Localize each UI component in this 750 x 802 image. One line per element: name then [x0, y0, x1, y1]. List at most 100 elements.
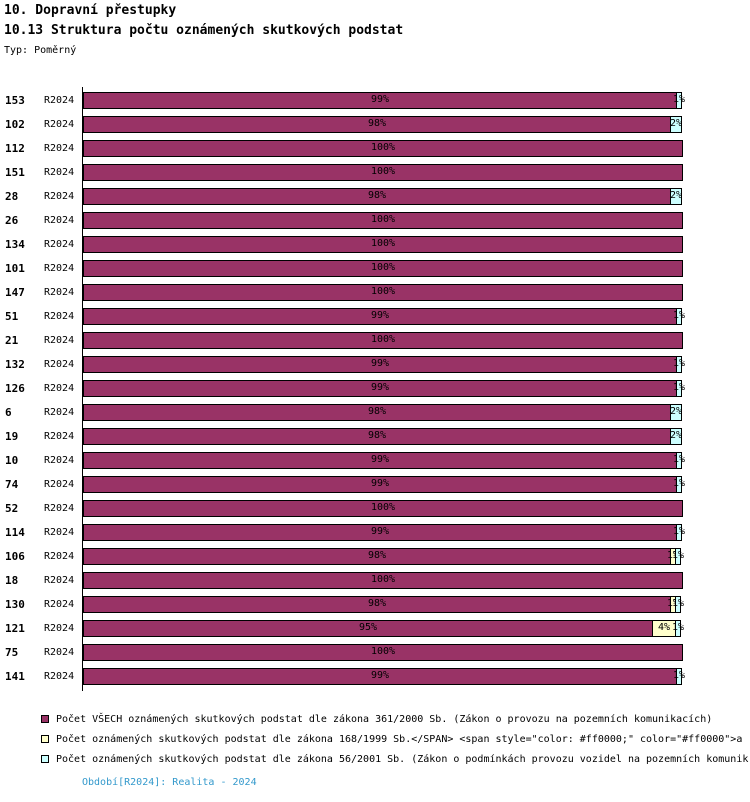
segment-value-label: 1%: [672, 382, 686, 393]
legend-label: Počet VŠECH oznámených skutkových podsta…: [56, 713, 713, 725]
bar-segment-zakon-361-2000: 98%: [83, 403, 671, 421]
segment-value-label: 98%: [367, 430, 387, 441]
chart-row: 101 R2024 100%: [0, 256, 750, 280]
row-period-label: R2024: [44, 214, 75, 226]
segment-value-label: 100%: [370, 574, 396, 585]
chart-row: 18 R2024 100%: [0, 568, 750, 592]
segment-value-label: 99%: [370, 94, 390, 105]
stacked-bar: 99% 1%: [83, 379, 686, 397]
chart-row: 10 R2024 99% 1%: [0, 448, 750, 472]
bar-segment-zakon-56-2001: 1%: [673, 667, 685, 685]
bar-segment-zakon-56-2001: 1%: [671, 595, 685, 613]
stacked-bar: 99% 1%: [83, 523, 686, 541]
chart-row: 153 R2024 99% 1%: [0, 88, 750, 112]
row-period-label: R2024: [44, 598, 75, 610]
chart-subtitle: 10.13 Struktura počtu oznámených skutkov…: [4, 23, 404, 38]
bar-segment-zakon-361-2000: 100%: [83, 643, 683, 661]
row-period-label: R2024: [44, 622, 75, 634]
row-period-label: R2024: [44, 142, 75, 154]
chart-row: 52 R2024 100%: [0, 496, 750, 520]
segment-value-label: 2%: [669, 406, 683, 417]
row-period-label: R2024: [44, 310, 75, 322]
bar-chart: 153 R2024 99% 1% 102 R2024 98% 2% 112 R2024 100% 15…: [0, 87, 750, 692]
segment-value-label: 100%: [370, 214, 396, 225]
bar-segment-zakon-361-2000: 98%: [83, 187, 671, 205]
bar-segment-zakon-361-2000: 100%: [83, 499, 683, 517]
bar-segment-zakon-361-2000: 99%: [83, 475, 677, 493]
segment-value-label: 98%: [367, 190, 387, 201]
row-period-label: R2024: [44, 478, 75, 490]
segment-value-label: 99%: [370, 670, 390, 681]
segment-value-label: 100%: [370, 142, 396, 153]
row-period-label: R2024: [44, 406, 75, 418]
legend-label: Počet oznámených skutkových podstat dle …: [56, 753, 749, 765]
row-period-label: R2024: [44, 646, 75, 658]
segment-value-label: 100%: [370, 502, 396, 513]
segment-value-label: 1%: [671, 550, 685, 561]
stacked-bar: 99% 1%: [83, 91, 686, 109]
bar-segment-zakon-361-2000: 99%: [83, 667, 677, 685]
bar-segment-zakon-56-2001: 1%: [672, 379, 686, 397]
category-label: 126: [5, 381, 25, 395]
row-period-label: R2024: [44, 430, 75, 442]
segment-value-label: 99%: [370, 526, 390, 537]
category-label: 134: [5, 237, 25, 251]
chart-row: 147 R2024 100%: [0, 280, 750, 304]
chart-row: 151 R2024 100%: [0, 160, 750, 184]
segment-value-label: 98%: [367, 406, 387, 417]
chart-row: 130 R2024 98% 1% 1%: [0, 592, 750, 616]
bar-segment-zakon-361-2000: 100%: [83, 163, 683, 181]
row-period-label: R2024: [44, 574, 75, 586]
bar-segment-zakon-361-2000: 100%: [83, 571, 683, 589]
segment-value-label: 100%: [370, 286, 396, 297]
segment-value-label: 1%: [671, 598, 685, 609]
stacked-bar: 98% 1% 1%: [83, 547, 685, 565]
bar-segment-zakon-361-2000: 98%: [83, 547, 671, 565]
chart-rows: 153 R2024 99% 1% 102 R2024 98% 2% 112 R2024 100% 15…: [0, 88, 750, 688]
chart-row: 26 R2024 100%: [0, 208, 750, 232]
bar-segment-zakon-56-2001: 2%: [670, 187, 682, 205]
bar-segment-zakon-361-2000: 98%: [83, 115, 671, 133]
category-label: 153: [5, 93, 25, 107]
chart-type-label: Typ: Poměrný: [4, 45, 77, 56]
stacked-bar: 99% 1%: [83, 667, 685, 685]
category-label: 21: [5, 333, 19, 347]
segment-value-label: 1%: [672, 526, 686, 537]
legend-item-zakon-168-1999: Počet oznámených skutkových podstat dle …: [41, 729, 748, 749]
bar-segment-zakon-56-2001: 1%: [672, 523, 686, 541]
bar-segment-zakon-361-2000: 100%: [83, 259, 683, 277]
bar-segment-zakon-361-2000: 95%: [83, 619, 653, 637]
legend-label: Počet oznámených skutkových podstat dle …: [56, 733, 743, 745]
bar-segment-zakon-56-2001: 1%: [672, 619, 684, 637]
segment-value-label: 1%: [672, 94, 686, 105]
chart-row: 75 R2024 100%: [0, 640, 750, 664]
segment-value-label: 1%: [672, 358, 686, 369]
segment-value-label: 98%: [367, 550, 387, 561]
category-label: 52: [5, 501, 19, 515]
category-label: 75: [5, 645, 19, 659]
bar-segment-zakon-56-2001: 2%: [669, 403, 683, 421]
stacked-bar: 100%: [83, 211, 683, 229]
stacked-bar: 100%: [83, 499, 683, 517]
legend-swatch-zakon-56-2001: [41, 755, 49, 763]
stacked-bar: 98% 2%: [83, 403, 683, 421]
bar-segment-zakon-361-2000: 99%: [83, 523, 677, 541]
bar-segment-zakon-56-2001: 2%: [670, 115, 682, 133]
bar-segment-zakon-361-2000: 98%: [83, 427, 671, 445]
bar-segment-zakon-361-2000: 98%: [83, 595, 671, 613]
category-label: 74: [5, 477, 19, 491]
chart-row: 51 R2024 99% 1%: [0, 304, 750, 328]
category-label: 112: [5, 141, 25, 155]
row-period-label: R2024: [44, 670, 75, 682]
segment-value-label: 100%: [370, 166, 396, 177]
bar-segment-zakon-56-2001: 1%: [672, 355, 686, 373]
chart-row: 134 R2024 100%: [0, 232, 750, 256]
row-period-label: R2024: [44, 190, 75, 202]
segment-value-label: 2%: [669, 430, 683, 441]
bar-segment-zakon-361-2000: 99%: [83, 379, 677, 397]
category-label: 132: [5, 357, 25, 371]
row-period-label: R2024: [44, 358, 75, 370]
legend: Počet VŠECH oznámených skutkových podsta…: [41, 709, 748, 769]
stacked-bar: 100%: [83, 571, 683, 589]
